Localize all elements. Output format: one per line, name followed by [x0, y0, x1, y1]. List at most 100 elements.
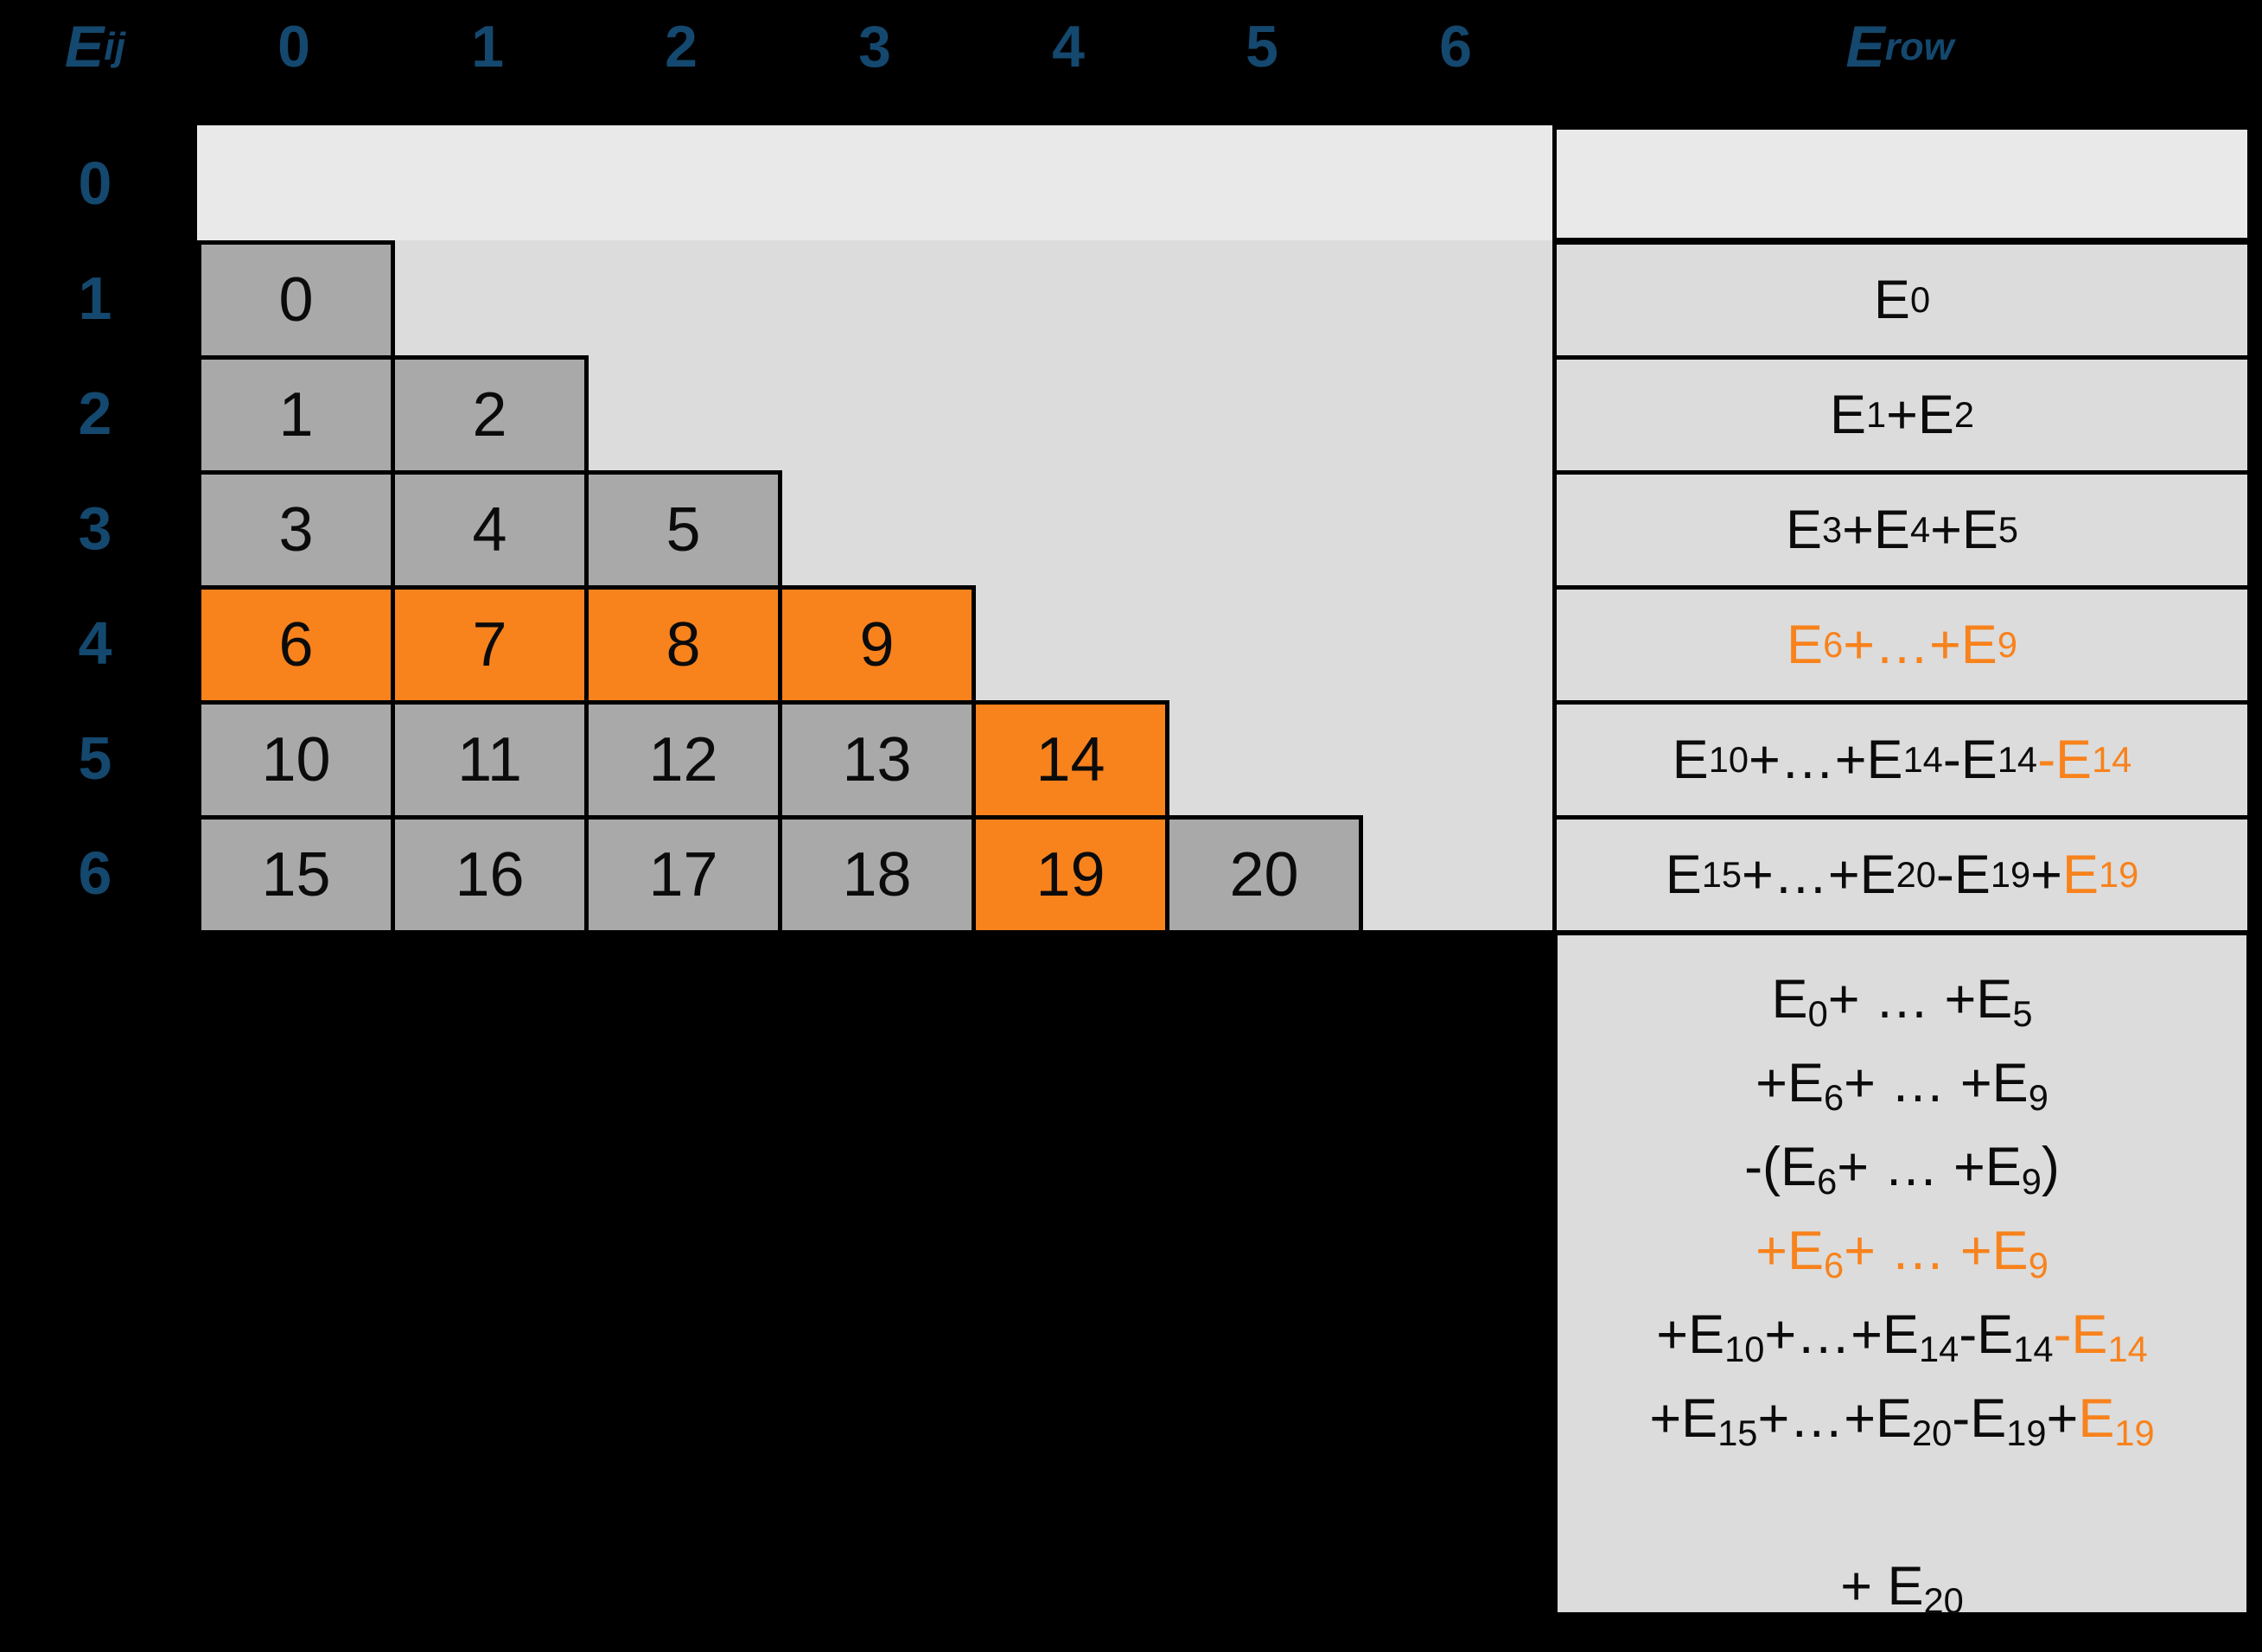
formula-text: +E [1656, 1304, 1725, 1365]
formula-text: -E [1942, 730, 1998, 790]
formula-text: +E [1842, 500, 1910, 560]
grid-cell-1: 1 [197, 355, 395, 475]
total-sum-line-3: -(E6+ … +E9) [1558, 1126, 2246, 1209]
grid-cell-3: 3 [197, 470, 395, 590]
formula-text: +…+E [1843, 615, 1998, 675]
total-sum-line-2: +E6+ … +E9 [1558, 1042, 2246, 1126]
grid-cell-7: 7 [391, 585, 589, 705]
formula-text: E [1785, 500, 1823, 560]
formula-text: ) [2041, 1137, 2060, 1197]
formula-text: +E [1755, 1053, 1824, 1113]
total-sum-lines: E0+ … +E5 +E6+ … +E9 -(E6+ … +E9) +E6+ … +E… [1558, 935, 2246, 1629]
formula-subscript: 10 [1708, 739, 1749, 780]
column-header-0: 0 [277, 14, 310, 80]
formula-text: E [2061, 845, 2099, 905]
row-sum-cell-2: E 1 +E 2 [1552, 355, 2252, 475]
formula-subscript: 1 [1865, 394, 1887, 435]
formula-subscript: 15 [1701, 854, 1743, 895]
column-header-5: 5 [1246, 14, 1278, 80]
row-sum-cell-0 [1552, 125, 2252, 245]
formula-text: -E [1952, 1388, 2007, 1449]
formula-text: +…+E [1764, 1304, 1919, 1365]
grid-cell-11: 11 [391, 700, 589, 820]
column-header-4: 4 [1052, 14, 1085, 80]
formula-text: E [1845, 14, 1885, 80]
formula-text: + … +E [1844, 1221, 2029, 1281]
row-sum-cell-4: E 6 +…+E 9 [1552, 585, 2252, 705]
formula-text: -E [1959, 1304, 2014, 1365]
row-sum-cell-6: E 15 +…+E 20 -E 19 + E 19 [1552, 815, 2252, 934]
total-sum-line-5: +E10+…+E14-E14-E14 [1558, 1293, 2246, 1377]
grid-cell-5: 5 [584, 470, 782, 590]
total-sum-line-1: E0+ … +E5 [1558, 958, 2246, 1042]
formula-text: -E [1935, 845, 1991, 905]
formula-text: +E [1930, 500, 1998, 560]
total-sum-cell: E0+ … +E5 +E6+ … +E9 -(E6+ … +E9) +E6+ … +E… [1552, 930, 2252, 1621]
formula-text: + … +E [1837, 1137, 2022, 1197]
grid-cell-2: 2 [391, 355, 589, 475]
formula-text: E [1665, 845, 1702, 905]
row-header-5: 5 [78, 724, 112, 792]
total-sum-line-8: + E20 [1558, 1545, 2246, 1629]
formula-text: -E [2037, 730, 2093, 790]
formula-text: E [1873, 270, 1910, 330]
grid-cell-12: 12 [584, 700, 782, 820]
formula-text: E [2078, 1388, 2115, 1449]
total-sum-line-7 [1558, 1461, 2246, 1545]
row-header-0: 0 [78, 149, 112, 217]
formula-subscript: 6 [1823, 624, 1844, 665]
row-header-3: 3 [78, 494, 112, 562]
formula-subscript: 14 [2107, 1328, 2148, 1369]
formula-subscript: 19 [2006, 1412, 2047, 1453]
grid-cell-14: 14 [972, 700, 1169, 820]
grid-cell-0: 0 [197, 240, 395, 360]
row-sum-cell-5: E 10 +…+E 14 -E 14 -E 14 [1552, 700, 2252, 820]
formula-subscript: 10 [1724, 1328, 1765, 1369]
formula-subscript: ij [104, 24, 126, 68]
formula-subscript: 19 [2098, 854, 2139, 895]
formula-text: -(E [1744, 1137, 1818, 1197]
grid-cell-20: 20 [1165, 815, 1363, 934]
grid-cell-15: 15 [197, 815, 395, 934]
formula-text: + E [1840, 1556, 1924, 1617]
grid-cell-16: 16 [391, 815, 589, 934]
formula-subscript: 14 [2092, 739, 2132, 780]
formula-subscript: 19 [2114, 1412, 2155, 1453]
formula-subscript: 14 [2013, 1328, 2054, 1369]
formula-subscript: 14 [1918, 1328, 1959, 1369]
grid-cell-17: 17 [584, 815, 782, 934]
grid-cell-18: 18 [778, 815, 976, 934]
column-header-1: 1 [471, 14, 504, 80]
formula-text: E [1672, 730, 1709, 790]
grid-cell-19: 19 [972, 815, 1169, 934]
formula-subscript: 9 [2028, 1244, 2049, 1285]
formula-text: +E [1886, 385, 1954, 445]
formula-text: + … +E [1827, 969, 2013, 1030]
total-sum-line-6: +E15+…+E20-E19+E19 [1558, 1377, 2246, 1461]
formula-subscript: 20 [1923, 1579, 1964, 1621]
formula-text: +…+E [1748, 730, 1903, 790]
formula-subscript: 6 [1817, 1160, 1838, 1202]
formula-text: + [2030, 845, 2062, 905]
grid-cell-9: 9 [778, 585, 976, 705]
formula-subscript: 20 [1896, 854, 1936, 895]
formula-text: +E [1649, 1388, 1718, 1449]
row-header-2: 2 [78, 379, 112, 447]
column-header-2: 2 [665, 14, 698, 80]
formula-subscript: 9 [1997, 624, 2017, 665]
formula-text: + [2046, 1388, 2079, 1449]
row-sum-cell-3: E 3 +E 4 +E 5 [1552, 470, 2252, 590]
grid-cell-13: 13 [778, 700, 976, 820]
formula-subscript: 6 [1823, 1244, 1845, 1285]
formula-subscript: 0 [1807, 992, 1828, 1034]
formula-text: +E [1755, 1221, 1824, 1281]
row-header-4: 4 [78, 609, 112, 677]
formula-text: +…+E [1742, 845, 1896, 905]
grid-row0-band [197, 125, 1552, 240]
formula-text: -E [2053, 1304, 2108, 1365]
formula-subscript: 19 [1990, 854, 2031, 895]
formula-subscript: 2 [1953, 394, 1975, 435]
grid-cell-8: 8 [584, 585, 782, 705]
